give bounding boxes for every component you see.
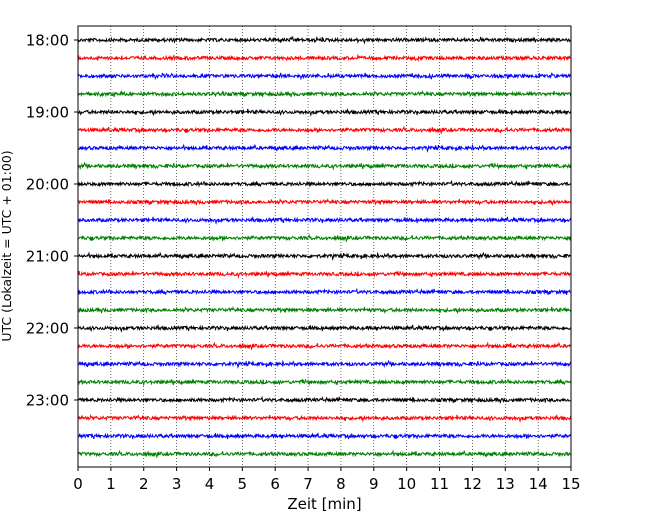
y-tick-label: 23:00 bbox=[26, 392, 69, 410]
x-tick-label: 5 bbox=[238, 475, 248, 493]
x-tick-label: 2 bbox=[139, 475, 149, 493]
x-tick-label: 7 bbox=[303, 475, 313, 493]
trace-line bbox=[77, 323, 572, 333]
x-ticks: 0 1 2 3 4 5 6 7 8 9 10 11 12 13 14 15 bbox=[73, 467, 581, 493]
trace-line bbox=[77, 72, 572, 81]
x-tick-label: 15 bbox=[561, 475, 580, 493]
trace-line bbox=[77, 125, 572, 135]
trace-line bbox=[77, 306, 572, 315]
y-tick-label: 20:00 bbox=[26, 176, 69, 194]
x-tick-label: 4 bbox=[205, 475, 215, 493]
y-tick-label: 19:00 bbox=[26, 104, 69, 122]
trace-line bbox=[77, 432, 572, 440]
trace-line bbox=[77, 35, 572, 45]
trace-line bbox=[77, 198, 572, 207]
y-ticks: 18:00 19:00 20:00 21:00 22:00 23:00 bbox=[26, 32, 78, 410]
plot-frame bbox=[77, 25, 572, 468]
trace-line bbox=[77, 341, 572, 351]
trace-line bbox=[77, 233, 572, 243]
trace-line bbox=[77, 413, 572, 423]
x-tick-label: 13 bbox=[496, 475, 515, 493]
trace-line bbox=[77, 89, 572, 98]
trace-line bbox=[77, 143, 572, 154]
trace-line bbox=[77, 251, 572, 262]
trace-line bbox=[77, 215, 572, 225]
x-tick-label: 6 bbox=[270, 475, 280, 493]
trace-line bbox=[77, 359, 572, 370]
trace-line bbox=[77, 107, 572, 117]
x-tick-label: 9 bbox=[369, 475, 379, 493]
trace-line bbox=[77, 395, 572, 404]
trace-line bbox=[77, 287, 572, 296]
trace-line bbox=[77, 161, 572, 171]
x-tick-label: 14 bbox=[529, 475, 548, 493]
trace-line bbox=[77, 179, 572, 188]
x-tick-label: 8 bbox=[336, 475, 346, 493]
x-tick-label: 10 bbox=[397, 475, 416, 493]
y-tick-label: 18:00 bbox=[26, 32, 69, 50]
y-tick-label: 21:00 bbox=[26, 248, 69, 266]
trace-line bbox=[77, 378, 572, 387]
y-tick-label: 22:00 bbox=[26, 320, 69, 338]
trace-layer bbox=[77, 35, 572, 459]
x-tick-label: 0 bbox=[73, 475, 83, 493]
y-axis-label: UTC (Lokalzeit = UTC + 01:00) bbox=[0, 150, 14, 341]
x-tick-label: 12 bbox=[463, 475, 482, 493]
x-tick-label: 11 bbox=[430, 475, 449, 493]
x-tick-label: 1 bbox=[106, 475, 116, 493]
trace-line bbox=[77, 53, 572, 62]
x-tick-label: 3 bbox=[172, 475, 182, 493]
trace-line bbox=[77, 449, 572, 459]
x-axis-label: Zeit [min] bbox=[287, 495, 361, 513]
trace-line bbox=[77, 270, 572, 279]
